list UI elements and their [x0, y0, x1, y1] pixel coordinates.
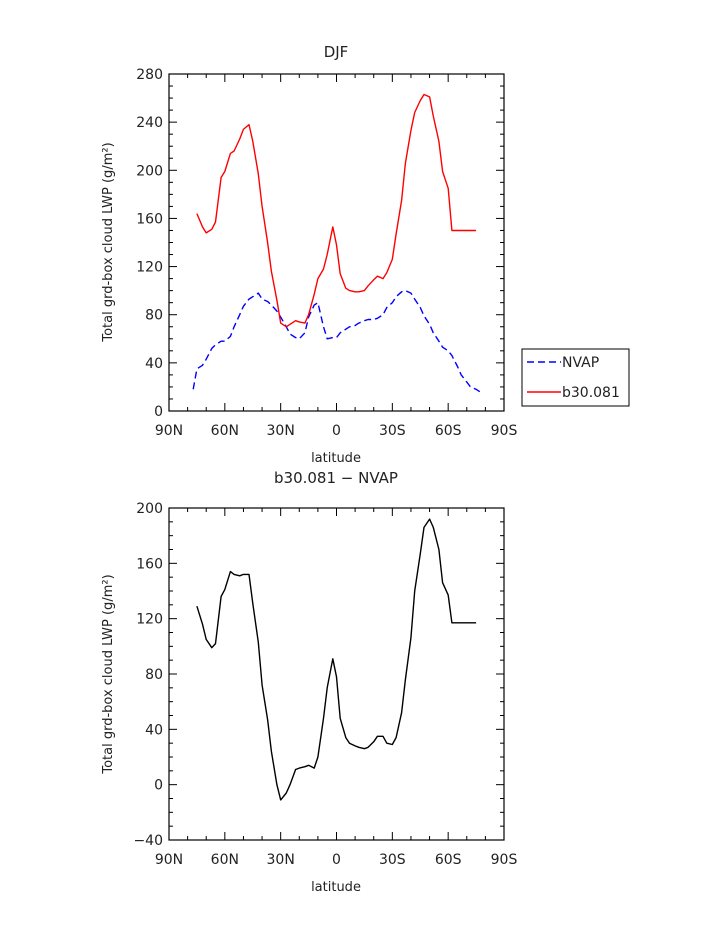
x-tick-label: 0 — [332, 852, 341, 868]
x-tick-label: 0 — [332, 423, 341, 439]
x-tick-label: 30S — [379, 423, 406, 439]
axis-ticks — [168, 507, 505, 841]
difference-panel: b30.081 − NVAP −40 0 40 80 120 160 200 90N 60N 3… — [101, 469, 517, 895]
x-tick-label: 90S — [491, 423, 518, 439]
y-tick-labels: 0 40 80 120 160 200 240 280 — [136, 67, 163, 420]
legend-label-nvap: NVAP — [562, 355, 599, 371]
y-tick-label: 0 — [154, 778, 163, 794]
axis-ticks — [168, 73, 505, 412]
x-tick-label: 90N — [155, 852, 183, 868]
series-line-0-0 — [192, 289, 481, 393]
x-tick-label: 60S — [435, 423, 462, 439]
y-tick-labels: −40 0 40 80 120 160 200 — [133, 501, 163, 849]
x-tick-label: 30S — [379, 852, 406, 868]
y-tick-label: 160 — [136, 556, 163, 572]
series-group — [192, 93, 481, 393]
y-tick-label: 200 — [136, 501, 163, 517]
y-tick-label: 120 — [136, 612, 163, 628]
y-tick-label: −40 — [133, 833, 163, 849]
series-group — [196, 518, 477, 801]
x-tick-label: 90N — [155, 423, 183, 439]
x-tick-label: 60S — [435, 852, 462, 868]
y-tick-label: 120 — [136, 260, 163, 276]
y-tick-label: 80 — [145, 667, 163, 683]
y-tick-label: 200 — [136, 163, 163, 179]
chart-title: DJF — [324, 43, 349, 61]
chart-title: b30.081 − NVAP — [274, 469, 398, 487]
x-tick-label: 30N — [267, 423, 295, 439]
y-tick-label: 280 — [136, 67, 163, 83]
series-line-1-0 — [196, 518, 477, 801]
y-tick-label: 240 — [136, 115, 163, 131]
y-tick-label: 40 — [145, 722, 163, 738]
x-tick-label: 60N — [211, 423, 239, 439]
y-axis-label: Total grd-box cloud LWP (g/m²) — [101, 142, 116, 342]
x-tick-labels: 90N 60N 30N 0 30S 60S 90S — [155, 423, 518, 439]
legend-box — [521, 348, 630, 407]
y-axis-label: Total grd-box cloud LWP (g/m²) — [101, 574, 116, 774]
x-axis-label: latitude — [311, 880, 361, 895]
x-tick-labels: 90N 60N 30N 0 30S 60S 90S — [155, 852, 518, 868]
x-tick-label: 60N — [211, 852, 239, 868]
djf-panel: DJF 0 40 80 120 160 200 240 280 90N 60N 30N 0 30S 60… — [101, 43, 630, 466]
y-tick-label: 80 — [145, 308, 163, 324]
x-tick-label: 30N — [267, 852, 295, 868]
legend-label-b30: b30.081 — [562, 385, 620, 401]
y-tick-label: 40 — [145, 356, 163, 372]
x-tick-label: 90S — [491, 852, 518, 868]
legend: NVAP b30.081 — [521, 348, 630, 407]
y-tick-label: 0 — [154, 404, 163, 420]
series-line-0-1 — [196, 93, 477, 328]
x-axis-label: latitude — [311, 451, 361, 466]
y-tick-label: 160 — [136, 211, 163, 227]
